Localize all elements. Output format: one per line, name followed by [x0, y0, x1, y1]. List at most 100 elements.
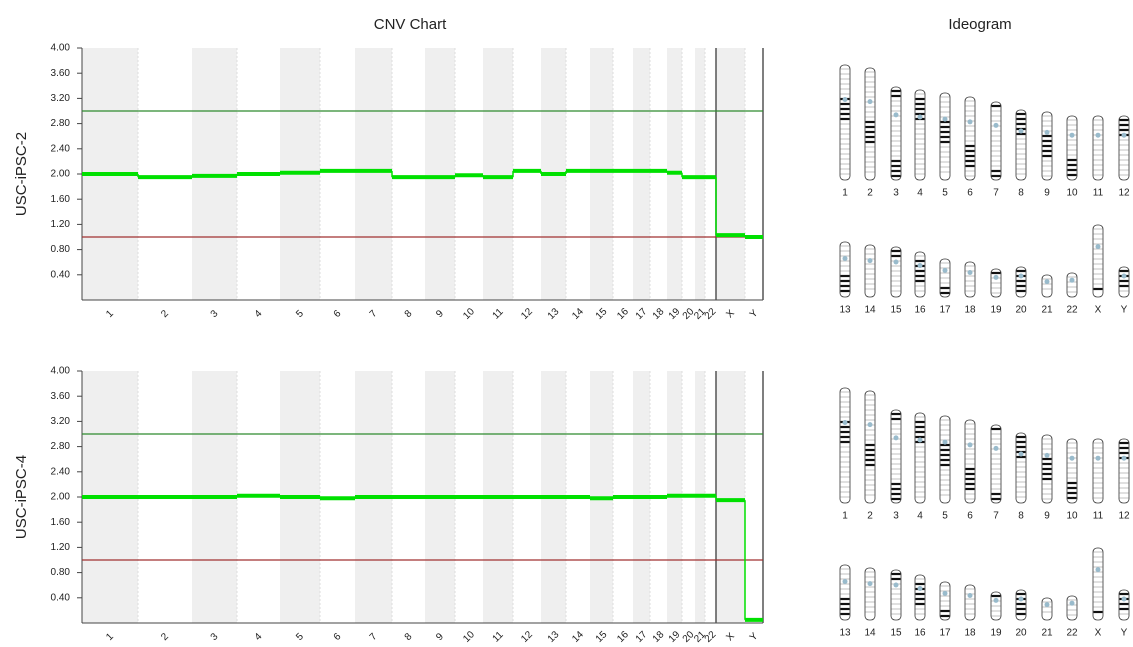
centromere — [967, 593, 973, 598]
y-tick-label: 3.60 — [51, 68, 71, 79]
ideogram-label: 13 — [839, 305, 851, 316]
chromosome — [964, 261, 976, 298]
x-tick-label: 18 — [651, 306, 667, 322]
x-tick-label: 17 — [634, 306, 650, 322]
centromere — [867, 258, 873, 264]
y-tick-label: 1.60 — [51, 194, 71, 205]
x-tick-label: 4 — [253, 631, 265, 643]
x-tick-label: 4 — [253, 308, 265, 320]
chromosome-band — [425, 48, 455, 300]
ideogram-label: 14 — [864, 628, 876, 639]
ideogram-label: 22 — [1066, 628, 1078, 639]
chromosome — [890, 569, 902, 621]
centromere — [967, 442, 973, 448]
chromosome — [839, 387, 851, 504]
centromere — [867, 422, 873, 428]
chromosome-band — [590, 48, 613, 300]
chromosome — [1118, 438, 1130, 504]
centromere — [1018, 273, 1024, 279]
chromosome-band — [633, 48, 650, 300]
ideogram-label: 21 — [1041, 305, 1053, 316]
centromere — [967, 270, 973, 275]
x-tick-label: Y — [748, 631, 761, 644]
chromosome — [1092, 438, 1104, 504]
centromere — [993, 274, 999, 280]
ideogram-label: 21 — [1041, 628, 1053, 639]
x-tick-label: 1 — [104, 631, 116, 643]
x-tick-label: 1 — [104, 308, 116, 320]
ideogram-label: 1 — [842, 188, 848, 199]
ideogram-label: 19 — [990, 628, 1002, 639]
chromosome-band — [695, 48, 705, 300]
ideogram-label: 20 — [1015, 628, 1027, 639]
centromere — [1018, 596, 1024, 602]
x-tick-label: X — [724, 631, 737, 644]
ideogram-label: 4 — [917, 511, 923, 522]
chromosome — [1041, 274, 1053, 298]
ideogram-label: 17 — [939, 628, 951, 639]
centromere — [1121, 596, 1127, 602]
x-tick-label: 14 — [570, 629, 586, 645]
ideogram-label: 9 — [1044, 511, 1050, 522]
ideogram-label: 18 — [964, 305, 976, 316]
centromere — [1018, 128, 1024, 134]
centromere — [1069, 277, 1075, 283]
centromere — [1121, 273, 1127, 279]
ideogram-label: 7 — [993, 188, 999, 199]
chromosome — [914, 251, 926, 298]
ideogram-label: 3 — [893, 188, 899, 199]
chromosome — [914, 574, 926, 621]
chromosome — [890, 246, 902, 298]
ideogram-label: 4 — [917, 188, 923, 199]
x-tick-label: 17 — [634, 629, 650, 645]
ideogram-label: 10 — [1066, 188, 1078, 199]
x-tick-label: 15 — [594, 629, 610, 645]
ideogram-label: 16 — [914, 628, 926, 639]
x-tick-label: 11 — [491, 306, 506, 321]
centromere — [1044, 452, 1050, 458]
y-axis-label: USC-iPSC-4 — [13, 455, 30, 539]
y-tick-label: 0.80 — [51, 244, 71, 255]
x-tick-label: 2 — [159, 308, 171, 320]
centromere — [967, 119, 973, 125]
ideogram-label: 2 — [867, 188, 873, 199]
ideogram-label: 6 — [967, 188, 973, 199]
chromosome — [839, 241, 851, 298]
chromosome-band — [355, 48, 392, 300]
x-tick-label: 9 — [434, 308, 446, 320]
y-axis-label: USC-iPSC-2 — [13, 132, 30, 216]
chromosome — [839, 564, 851, 621]
ideogram-label: 15 — [890, 305, 902, 316]
chromosome — [1041, 597, 1053, 621]
ideogram-label: 6 — [967, 511, 973, 522]
ideogram-label: 22 — [1066, 305, 1078, 316]
y-tick-label: 3.20 — [51, 93, 71, 104]
centromere — [917, 263, 923, 268]
centromere — [893, 112, 899, 118]
centromere — [993, 597, 999, 603]
centromere — [842, 256, 848, 261]
centromere — [917, 114, 923, 120]
ideogram-label: 14 — [864, 305, 876, 316]
x-tick-label: 12 — [519, 306, 535, 322]
chromosome — [964, 419, 976, 504]
centromere — [867, 99, 873, 105]
ideogram-label: 11 — [1093, 188, 1104, 199]
centromere — [942, 267, 948, 273]
x-tick-label: 13 — [546, 306, 562, 322]
y-tick-label: 3.60 — [51, 391, 71, 402]
ideogram-label: 9 — [1044, 188, 1050, 199]
chromosome — [1015, 109, 1027, 181]
x-tick-label: 15 — [594, 306, 610, 322]
centromere — [1069, 600, 1075, 606]
x-tick-label: 7 — [368, 631, 380, 643]
ideogram-label: 19 — [990, 305, 1002, 316]
x-tick-label: 2 — [159, 631, 171, 643]
ideogram-label: 10 — [1066, 511, 1078, 522]
chromosome-band — [716, 48, 745, 300]
centromere — [942, 590, 948, 596]
centromere — [917, 437, 923, 443]
x-tick-label: 8 — [403, 308, 415, 320]
chromosome — [1066, 595, 1078, 621]
